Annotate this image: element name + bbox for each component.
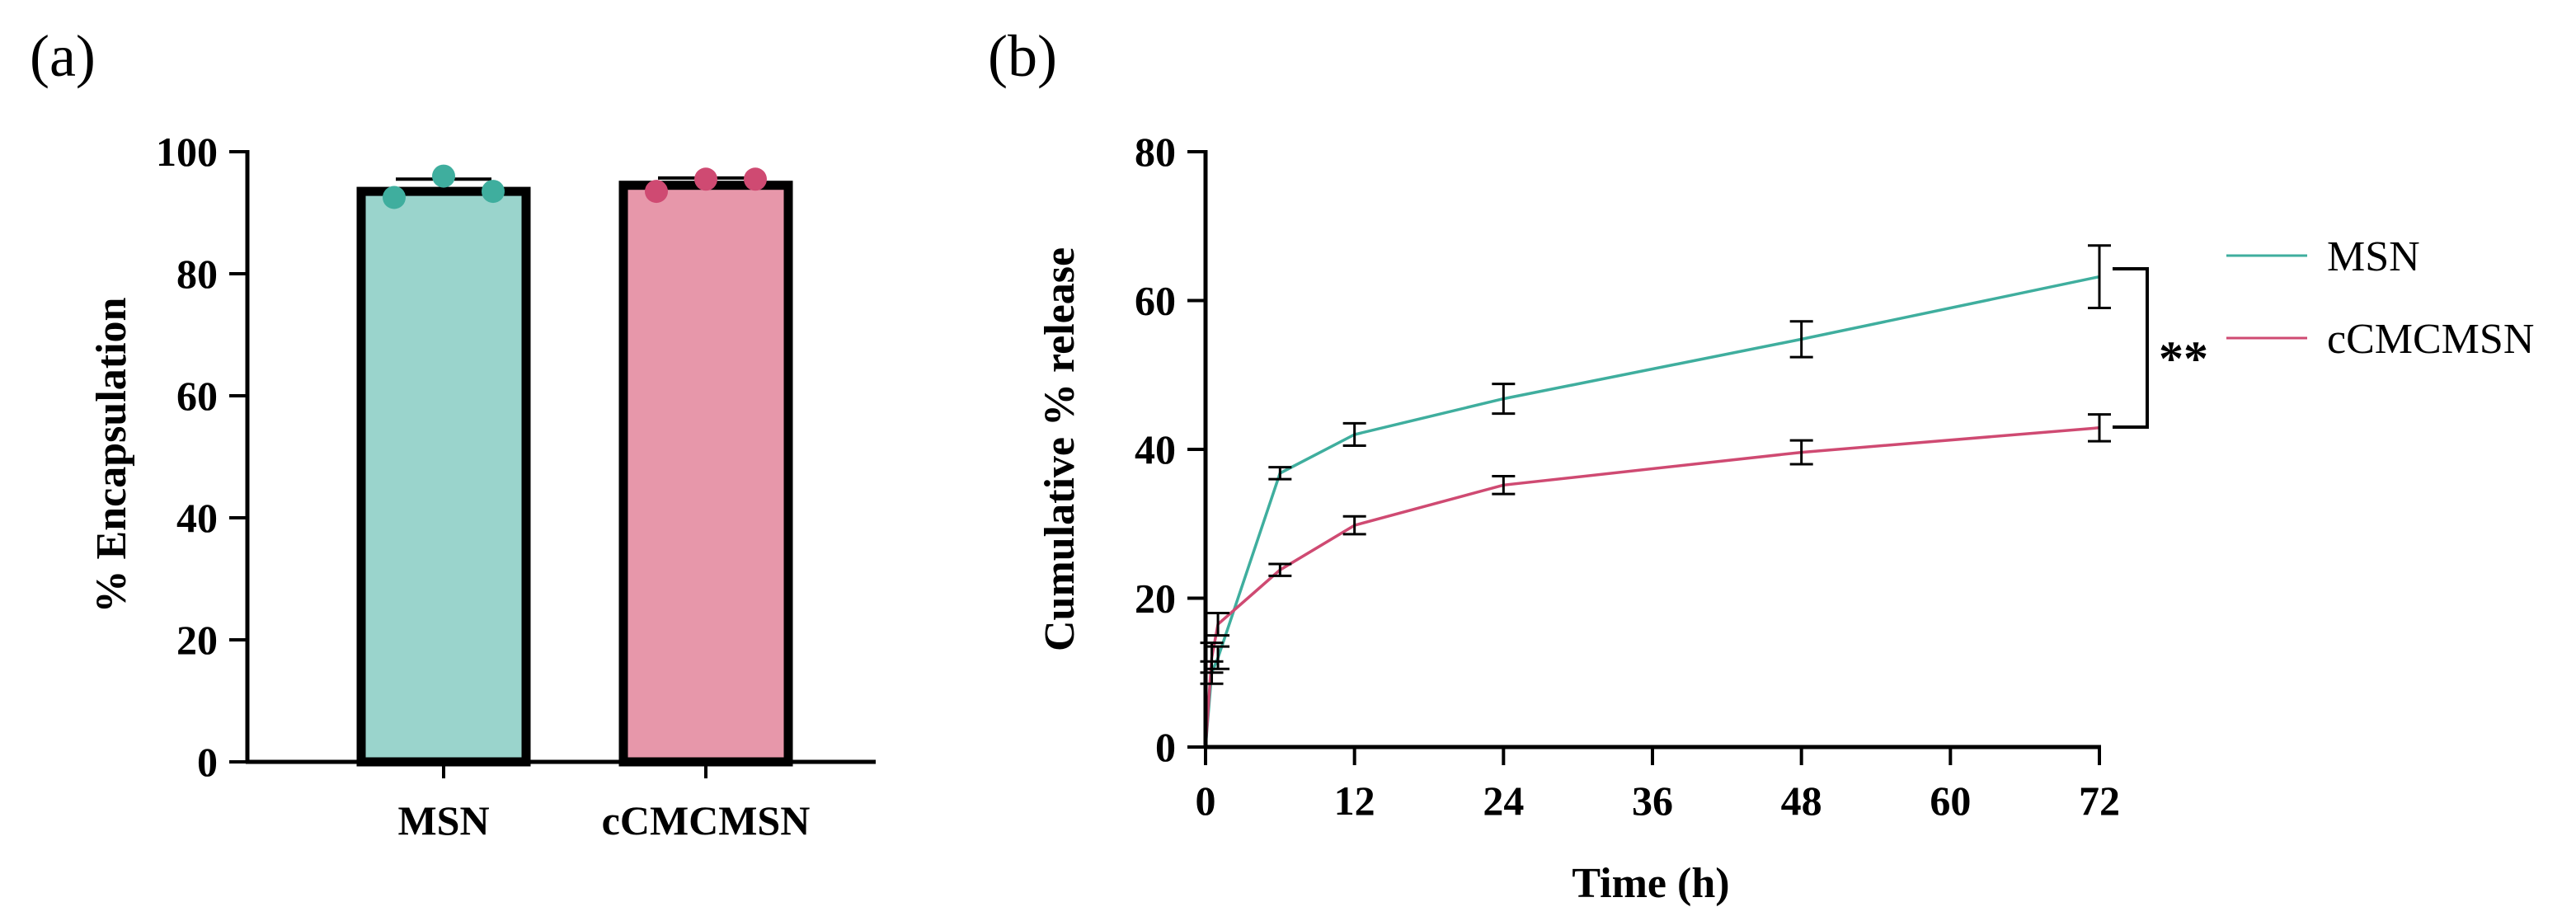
panel-label-b: (b) (988, 23, 1057, 89)
y-tick-label: 80 (176, 251, 218, 297)
legend-label-msn: MSN (2327, 233, 2420, 280)
chart-a-y-axis-title: % Encapsulation (88, 297, 135, 613)
significance-bracket: ** (2113, 267, 2208, 429)
release-line-chart: 0 20 40 60 80 0 12 24 36 48 60 72 (1135, 129, 2120, 824)
x-tick-label: 0 (1196, 778, 1216, 824)
y-tick-label: 100 (156, 129, 218, 175)
legend-label-ccmcmsn: cCMCMSN (2327, 316, 2534, 363)
series-line-ccmcmsn (1204, 426, 2100, 748)
data-point-msn (482, 180, 505, 204)
x-tick-label-msn: MSN (397, 797, 489, 843)
data-point-ccmcmsn (645, 180, 668, 204)
y-tick-label: 20 (1135, 576, 1176, 622)
y-tick-label: 60 (1135, 278, 1176, 324)
x-tick-label: 60 (1930, 778, 1971, 824)
data-point-msn (383, 186, 406, 209)
data-point-ccmcmsn (744, 167, 767, 191)
x-tick-label: 72 (2079, 778, 2120, 824)
significance-label: ** (2159, 331, 2208, 386)
chart-b-y-axis-title: Cumulative % release (1037, 247, 1084, 651)
y-tick-label: 80 (1135, 129, 1176, 175)
legend: MSN cCMCMSN (2226, 233, 2534, 363)
encapsulation-bar-chart: MSN cCMCMSN 0 20 40 60 80 100 (156, 129, 876, 843)
y-tick-label: 60 (176, 373, 218, 419)
y-tick-label: 40 (1135, 426, 1176, 472)
x-tick-label-ccmcmsn: cCMCMSN (602, 797, 811, 843)
bar-ccmcmsn (618, 181, 793, 767)
chart-b-x-axis-title: Time (h) (1572, 860, 1729, 907)
bar-msn (356, 186, 531, 767)
series-line-msn (1204, 275, 2100, 748)
data-point-msn (432, 164, 455, 188)
y-tick-label: 0 (197, 739, 218, 785)
y-tick-label: 20 (176, 617, 218, 663)
x-tick-label: 12 (1334, 778, 1375, 824)
x-tick-label: 36 (1632, 778, 1673, 824)
panel-label-a: (a) (30, 23, 96, 89)
x-tick-label: 24 (1483, 778, 1524, 824)
data-point-ccmcmsn (694, 167, 717, 191)
x-tick-label: 48 (1781, 778, 1822, 824)
y-tick-label: 0 (1155, 724, 1176, 770)
y-tick-label: 40 (176, 495, 218, 541)
